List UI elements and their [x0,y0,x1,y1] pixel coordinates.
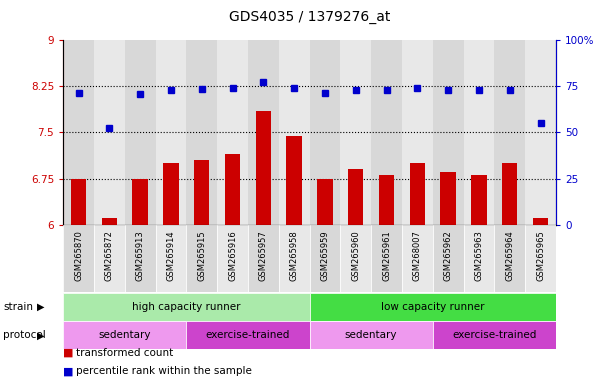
Text: GDS4035 / 1379276_at: GDS4035 / 1379276_at [229,10,390,23]
Bar [156,40,186,225]
Text: GSM265965: GSM265965 [536,230,545,281]
Text: exercise-trained: exercise-trained [206,330,290,341]
Bar [402,225,433,292]
Bar [63,293,310,321]
Text: GSM265964: GSM265964 [505,230,514,281]
Bar [186,321,310,349]
Text: GSM265916: GSM265916 [228,230,237,281]
Text: protocol: protocol [3,330,46,341]
Bar [125,225,156,292]
Text: GSM265958: GSM265958 [290,230,299,281]
Text: percentile rank within the sample: percentile rank within the sample [76,366,252,376]
Bar [379,175,394,225]
Bar [71,179,86,225]
Text: GSM265957: GSM265957 [259,230,268,281]
Bar [217,40,248,225]
Text: exercise-trained: exercise-trained [452,330,537,341]
Bar [94,225,125,292]
Bar [156,225,186,292]
Bar [310,40,340,225]
Bar [502,163,517,225]
Bar [186,40,217,225]
Bar [317,179,332,225]
Bar [310,293,556,321]
Text: ■: ■ [63,366,73,376]
Text: GSM265960: GSM265960 [351,230,360,281]
Bar [310,225,340,292]
Bar [525,225,556,292]
Bar [163,163,178,225]
Bar [63,321,186,349]
Bar [186,225,217,292]
Bar [94,40,125,225]
Text: transformed count: transformed count [76,348,174,358]
Bar [255,111,271,225]
Bar [410,163,425,225]
Bar [463,225,495,292]
Text: GSM265872: GSM265872 [105,230,114,281]
Bar [225,154,240,225]
Bar [102,218,117,225]
Bar [525,40,556,225]
Bar [433,321,556,349]
Text: strain: strain [3,301,33,312]
Text: GSM265959: GSM265959 [320,230,329,281]
Bar [279,225,310,292]
Text: sedentary: sedentary [345,330,397,341]
Bar [340,225,371,292]
Text: ■: ■ [63,348,73,358]
Bar [533,218,548,225]
Bar [495,225,525,292]
Text: ▶: ▶ [37,330,44,341]
Bar [63,40,94,225]
Bar [194,160,209,225]
Text: GSM265913: GSM265913 [136,230,145,281]
Text: GSM265914: GSM265914 [166,230,175,281]
Bar [132,179,148,225]
Bar [471,175,487,225]
Text: high capacity runner: high capacity runner [132,301,240,312]
Bar [248,40,279,225]
Bar [340,40,371,225]
Bar [433,225,463,292]
Bar [248,225,279,292]
Text: GSM265915: GSM265915 [197,230,206,281]
Text: GSM268007: GSM268007 [413,230,422,281]
Bar [495,40,525,225]
Text: ▶: ▶ [37,301,44,312]
Bar [310,321,433,349]
Bar [463,40,495,225]
Bar [287,136,302,225]
Bar [402,40,433,225]
Text: low capacity runner: low capacity runner [381,301,484,312]
Bar [279,40,310,225]
Text: GSM265961: GSM265961 [382,230,391,281]
Text: GSM265963: GSM265963 [474,230,483,281]
Bar [125,40,156,225]
Text: GSM265870: GSM265870 [74,230,83,281]
Bar [433,40,463,225]
Text: sedentary: sedentary [99,330,151,341]
Bar [63,225,94,292]
Bar [348,169,364,225]
Bar [441,172,456,225]
Bar [217,225,248,292]
Text: GSM265962: GSM265962 [444,230,453,281]
Bar [371,225,402,292]
Bar [371,40,402,225]
